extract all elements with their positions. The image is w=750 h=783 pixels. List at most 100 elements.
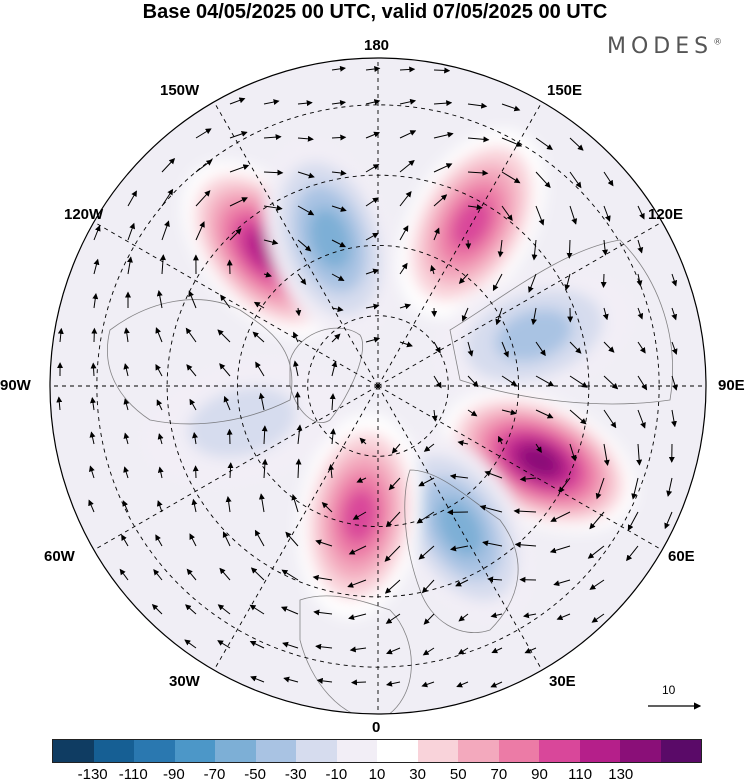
coastline-africa-iberia	[299, 595, 412, 714]
wind-vector	[365, 164, 380, 173]
wind-vector	[195, 190, 211, 207]
wind-vector	[495, 307, 503, 326]
wind-vector	[161, 220, 170, 241]
wind-vector	[535, 443, 542, 454]
wind-vector	[192, 431, 198, 445]
wind-vector	[399, 225, 409, 241]
wind-vector	[189, 533, 197, 547]
wind-vector	[522, 612, 537, 619]
map-boundary	[49, 57, 707, 715]
wind-vector	[159, 254, 166, 275]
wind-vector	[295, 458, 302, 479]
coastline-asia	[449, 239, 673, 405]
wind-vector	[191, 498, 198, 513]
colorbar-swatch	[377, 740, 418, 762]
colorbar-tick-label: 10	[368, 766, 386, 783]
wind-vector	[56, 396, 63, 411]
wind-vector	[531, 239, 538, 261]
wind-vector	[220, 294, 231, 309]
wind-vector	[127, 190, 137, 207]
wind-vector	[450, 545, 469, 552]
wind-vector	[365, 336, 381, 343]
wind-vector	[155, 327, 163, 343]
wind-vector	[433, 341, 441, 354]
wind-vector	[490, 681, 503, 688]
wind-vector	[123, 363, 130, 377]
wind-vector	[263, 239, 279, 246]
wind-vector	[315, 643, 333, 650]
wind-vector	[591, 613, 605, 623]
meridian-line	[93, 221, 379, 387]
colorbar-tick-label: -130	[77, 766, 108, 783]
lon-label-120w: 120W	[64, 206, 104, 223]
wind-vector	[263, 134, 282, 141]
coastline-north-america	[107, 299, 293, 425]
wind-vector	[331, 65, 347, 72]
wind-vector	[263, 271, 272, 278]
wind-vector	[249, 640, 265, 649]
wind-vector	[391, 443, 401, 454]
negative-anomaly	[264, 139, 397, 339]
meridian-line	[377, 221, 663, 387]
wind-vector	[514, 541, 537, 548]
colorbar-swatch	[336, 740, 377, 762]
wind-vector	[558, 477, 571, 493]
wind-vector	[433, 100, 453, 107]
wind-vector	[127, 222, 136, 241]
wind-vector	[156, 290, 163, 309]
colorbar-tick-label: -10	[325, 766, 348, 783]
wind-vector	[222, 531, 231, 547]
wind-vector	[331, 99, 347, 106]
wind-vector	[467, 409, 478, 417]
wind-vector	[331, 360, 338, 377]
wind-vector	[263, 169, 284, 176]
colorbar-tick-label: -90	[163, 766, 185, 783]
colorbar-swatch	[498, 740, 539, 762]
wind-vector	[156, 399, 163, 411]
wind-vector	[297, 205, 315, 216]
wind-vector	[487, 576, 503, 583]
wind-vectors	[56, 65, 678, 688]
wind-vector	[430, 264, 436, 275]
modes-logo: MODES®	[607, 34, 722, 59]
wind-vector	[455, 579, 469, 587]
wind-vector	[595, 477, 605, 500]
colorbar-swatch	[539, 740, 580, 762]
wind-vector	[569, 443, 577, 462]
map-background	[50, 58, 706, 714]
wind-vector	[671, 409, 677, 428]
wind-vector	[347, 579, 367, 588]
wind-vector	[569, 205, 578, 225]
wind-vector	[457, 647, 469, 655]
wind-vector	[155, 363, 163, 377]
colorbar-swatch	[215, 740, 256, 762]
wind-vector	[423, 443, 435, 452]
wind-vector	[316, 677, 333, 684]
wind-vector	[223, 395, 231, 411]
wind-vector	[458, 273, 469, 284]
wind-vector	[57, 327, 64, 343]
wind-vector	[433, 375, 442, 389]
wind-vector	[556, 613, 571, 621]
wind-vector	[127, 256, 133, 275]
wind-vector	[297, 171, 315, 179]
wind-vector	[535, 409, 554, 419]
wind-vector	[295, 307, 302, 317]
wind-vector	[250, 675, 265, 683]
wind-vector	[456, 681, 469, 688]
wind-vector	[229, 164, 250, 173]
wind-vector	[123, 466, 129, 479]
wind-vector	[484, 470, 503, 479]
wind-vector	[399, 130, 417, 139]
wind-vector	[569, 409, 587, 425]
wind-vector	[421, 681, 435, 688]
wind-vector	[631, 477, 639, 500]
wind-vector	[121, 534, 129, 547]
wind-vector	[352, 511, 367, 520]
wind-vector	[399, 191, 412, 207]
wind-vector	[331, 273, 345, 281]
wind-vector	[461, 307, 469, 322]
wind-vector	[467, 341, 474, 357]
wind-vector	[157, 466, 164, 479]
wind-vector	[151, 603, 163, 615]
